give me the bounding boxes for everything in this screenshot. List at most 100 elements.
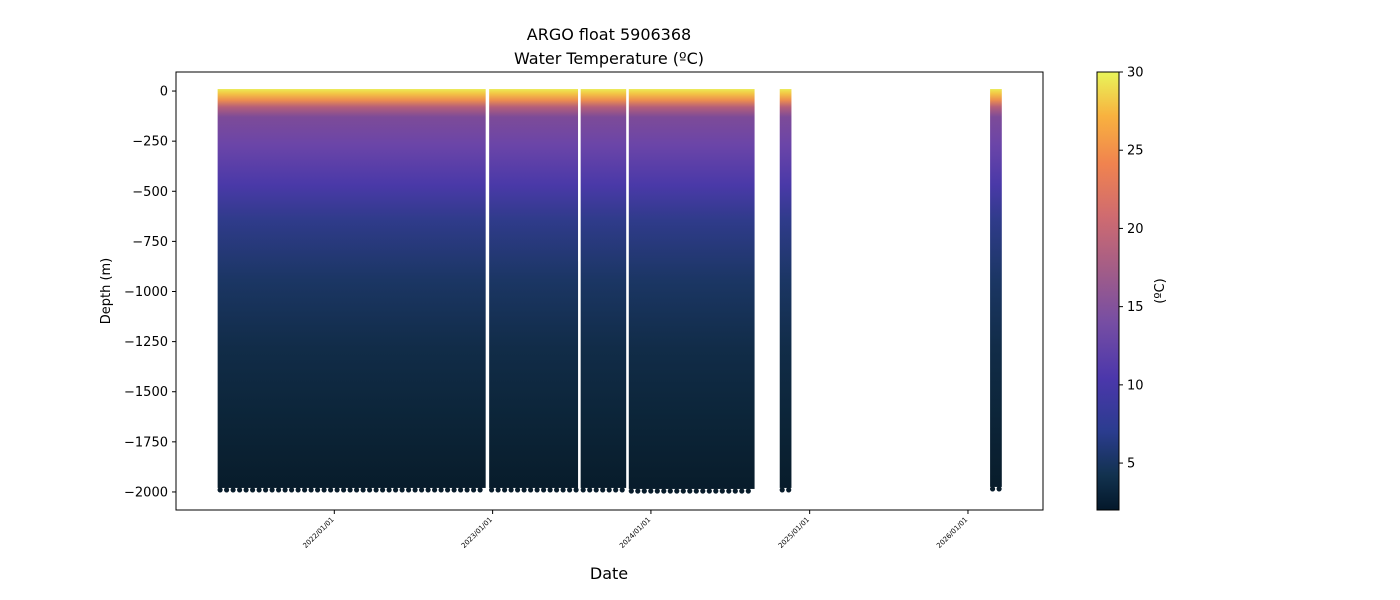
profile-bottom-point — [560, 487, 566, 493]
profile-bottom-point — [315, 487, 321, 493]
profile-bottom-point — [502, 487, 508, 493]
profile-bottom-point — [706, 488, 712, 494]
profile-bottom-point — [438, 487, 444, 493]
x-axis-ticks: 2022/01/01 2023/01/01 2024/01/01 2025/01/01… — [302, 510, 969, 550]
chart-title: ARGO float 5906368 — [527, 25, 691, 44]
profile-bottom-point — [674, 488, 680, 494]
profile-bottom-point — [495, 487, 501, 493]
profile-bottom-point — [700, 488, 706, 494]
profile-bottom-point — [263, 487, 269, 493]
profile-bottom-point — [593, 487, 599, 493]
profile-bottom-point — [732, 488, 738, 494]
profile-bottom-point — [628, 488, 634, 494]
y-tick-label: −1000 — [124, 285, 168, 300]
profile-bottom-point — [661, 488, 667, 494]
profile-bottom-point — [641, 488, 647, 494]
y-tick-label: −500 — [132, 185, 168, 200]
colorbar-tick-label: 10 — [1127, 378, 1144, 393]
colorbar: 5 10 15 20 25 30 (ºC) — [1096, 66, 1168, 511]
profile-bottom-point — [237, 487, 243, 493]
profile-bottom-point — [521, 487, 527, 493]
profile-bottom-point — [360, 487, 366, 493]
profile-bottom-point — [399, 487, 405, 493]
y-axis-ticks: 0 −250 −500 −750 −1000 −1250 −1500 −1750 −2000 — [124, 85, 176, 500]
profile-bottom-point — [667, 488, 673, 494]
profile-bottom-point — [786, 487, 792, 493]
profile-group-0 — [217, 89, 486, 488]
profile-bottom-point — [996, 486, 1002, 492]
profile-group-3 — [628, 89, 755, 489]
profile-bottom-point — [580, 487, 586, 493]
profile-bottom-point — [489, 487, 495, 493]
profile-bottom-point — [547, 487, 553, 493]
profile-group-1 — [489, 89, 579, 488]
profile-bottom-point — [425, 487, 431, 493]
colorbar-tick-label: 20 — [1127, 222, 1144, 237]
colorbar-tick-label: 25 — [1127, 144, 1144, 159]
colorbar-tick-label: 30 — [1127, 66, 1144, 81]
profile-bottom-point — [745, 488, 751, 494]
profile-bottom-point — [471, 487, 477, 493]
plot-area: 2022/01/01 2023/01/01 2024/01/01 2025/01/01… — [124, 71, 1044, 550]
profile-bottom-point — [321, 487, 327, 493]
profile-group-2 — [580, 89, 627, 488]
x-tick-label: 2024/01/01 — [618, 516, 652, 550]
y-tick-label: 0 — [160, 85, 168, 100]
y-axis-label: Depth (m) — [99, 258, 114, 325]
profile-bottom-point — [367, 487, 373, 493]
profile-bottom-point — [567, 487, 573, 493]
profile-bottom-point — [308, 487, 314, 493]
profile-bottom-point — [739, 488, 745, 494]
profile-bottom-point — [600, 487, 606, 493]
y-tick-label: −750 — [132, 235, 168, 250]
colorbar-gradient — [1096, 71, 1120, 511]
profile-bottom-point — [419, 487, 425, 493]
profile-bottom-point — [654, 488, 660, 494]
profile-bottom-point — [256, 487, 262, 493]
colorbar-tick-label: 5 — [1127, 457, 1135, 472]
profile-bottom-point — [515, 487, 521, 493]
chart-subtitle: Water Temperature (ºC) — [514, 49, 704, 68]
profile-bottom-point — [243, 487, 249, 493]
y-tick-label: −250 — [132, 135, 168, 150]
profile-bottom-point — [587, 487, 593, 493]
profile-bottom-point — [606, 487, 612, 493]
profile-bottom-point — [990, 486, 996, 492]
profile-bottom-point — [302, 487, 308, 493]
profile-bottom-point — [528, 487, 534, 493]
profile-bottom-point — [224, 487, 230, 493]
profile-bottom-point — [508, 487, 514, 493]
profile-bottom-point — [334, 487, 340, 493]
profile-bottom-point — [693, 488, 699, 494]
profile-bottom-point — [451, 487, 457, 493]
colorbar-label: (ºC) — [1153, 278, 1168, 303]
profile-bottom-point — [464, 487, 470, 493]
profile-bottom-point — [217, 487, 223, 493]
profile-bottom-point — [250, 487, 256, 493]
profile-bottom-point — [380, 487, 386, 493]
data-marks — [217, 89, 1002, 496]
profile-group-5 — [990, 89, 1002, 487]
y-tick-label: −1250 — [124, 335, 168, 350]
profile-bottom-point — [328, 487, 334, 493]
colorbar-ticks: 5 10 15 20 25 30 — [1119, 66, 1144, 472]
y-tick-label: −1750 — [124, 435, 168, 450]
colorbar-tick-label: 15 — [1127, 300, 1144, 315]
x-tick-label: 2022/01/01 — [302, 516, 336, 550]
profile-bottom-point — [341, 487, 347, 493]
profile-bottom-point — [713, 488, 719, 494]
profile-bottom-point — [534, 487, 540, 493]
x-tick-label: 2023/01/01 — [460, 516, 494, 550]
profile-bottom-point — [282, 487, 288, 493]
profile-bottom-point — [648, 488, 654, 494]
profile-bottom-point — [554, 487, 560, 493]
profile-bottom-point — [289, 487, 295, 493]
profile-bottom-point — [386, 487, 392, 493]
profile-bottom-point — [687, 488, 693, 494]
profile-bottom-point — [295, 487, 301, 493]
profile-bottom-point — [726, 488, 732, 494]
profile-bottom-point — [393, 487, 399, 493]
x-tick-label: 2025/01/01 — [777, 516, 811, 550]
profile-bottom-point — [477, 487, 483, 493]
